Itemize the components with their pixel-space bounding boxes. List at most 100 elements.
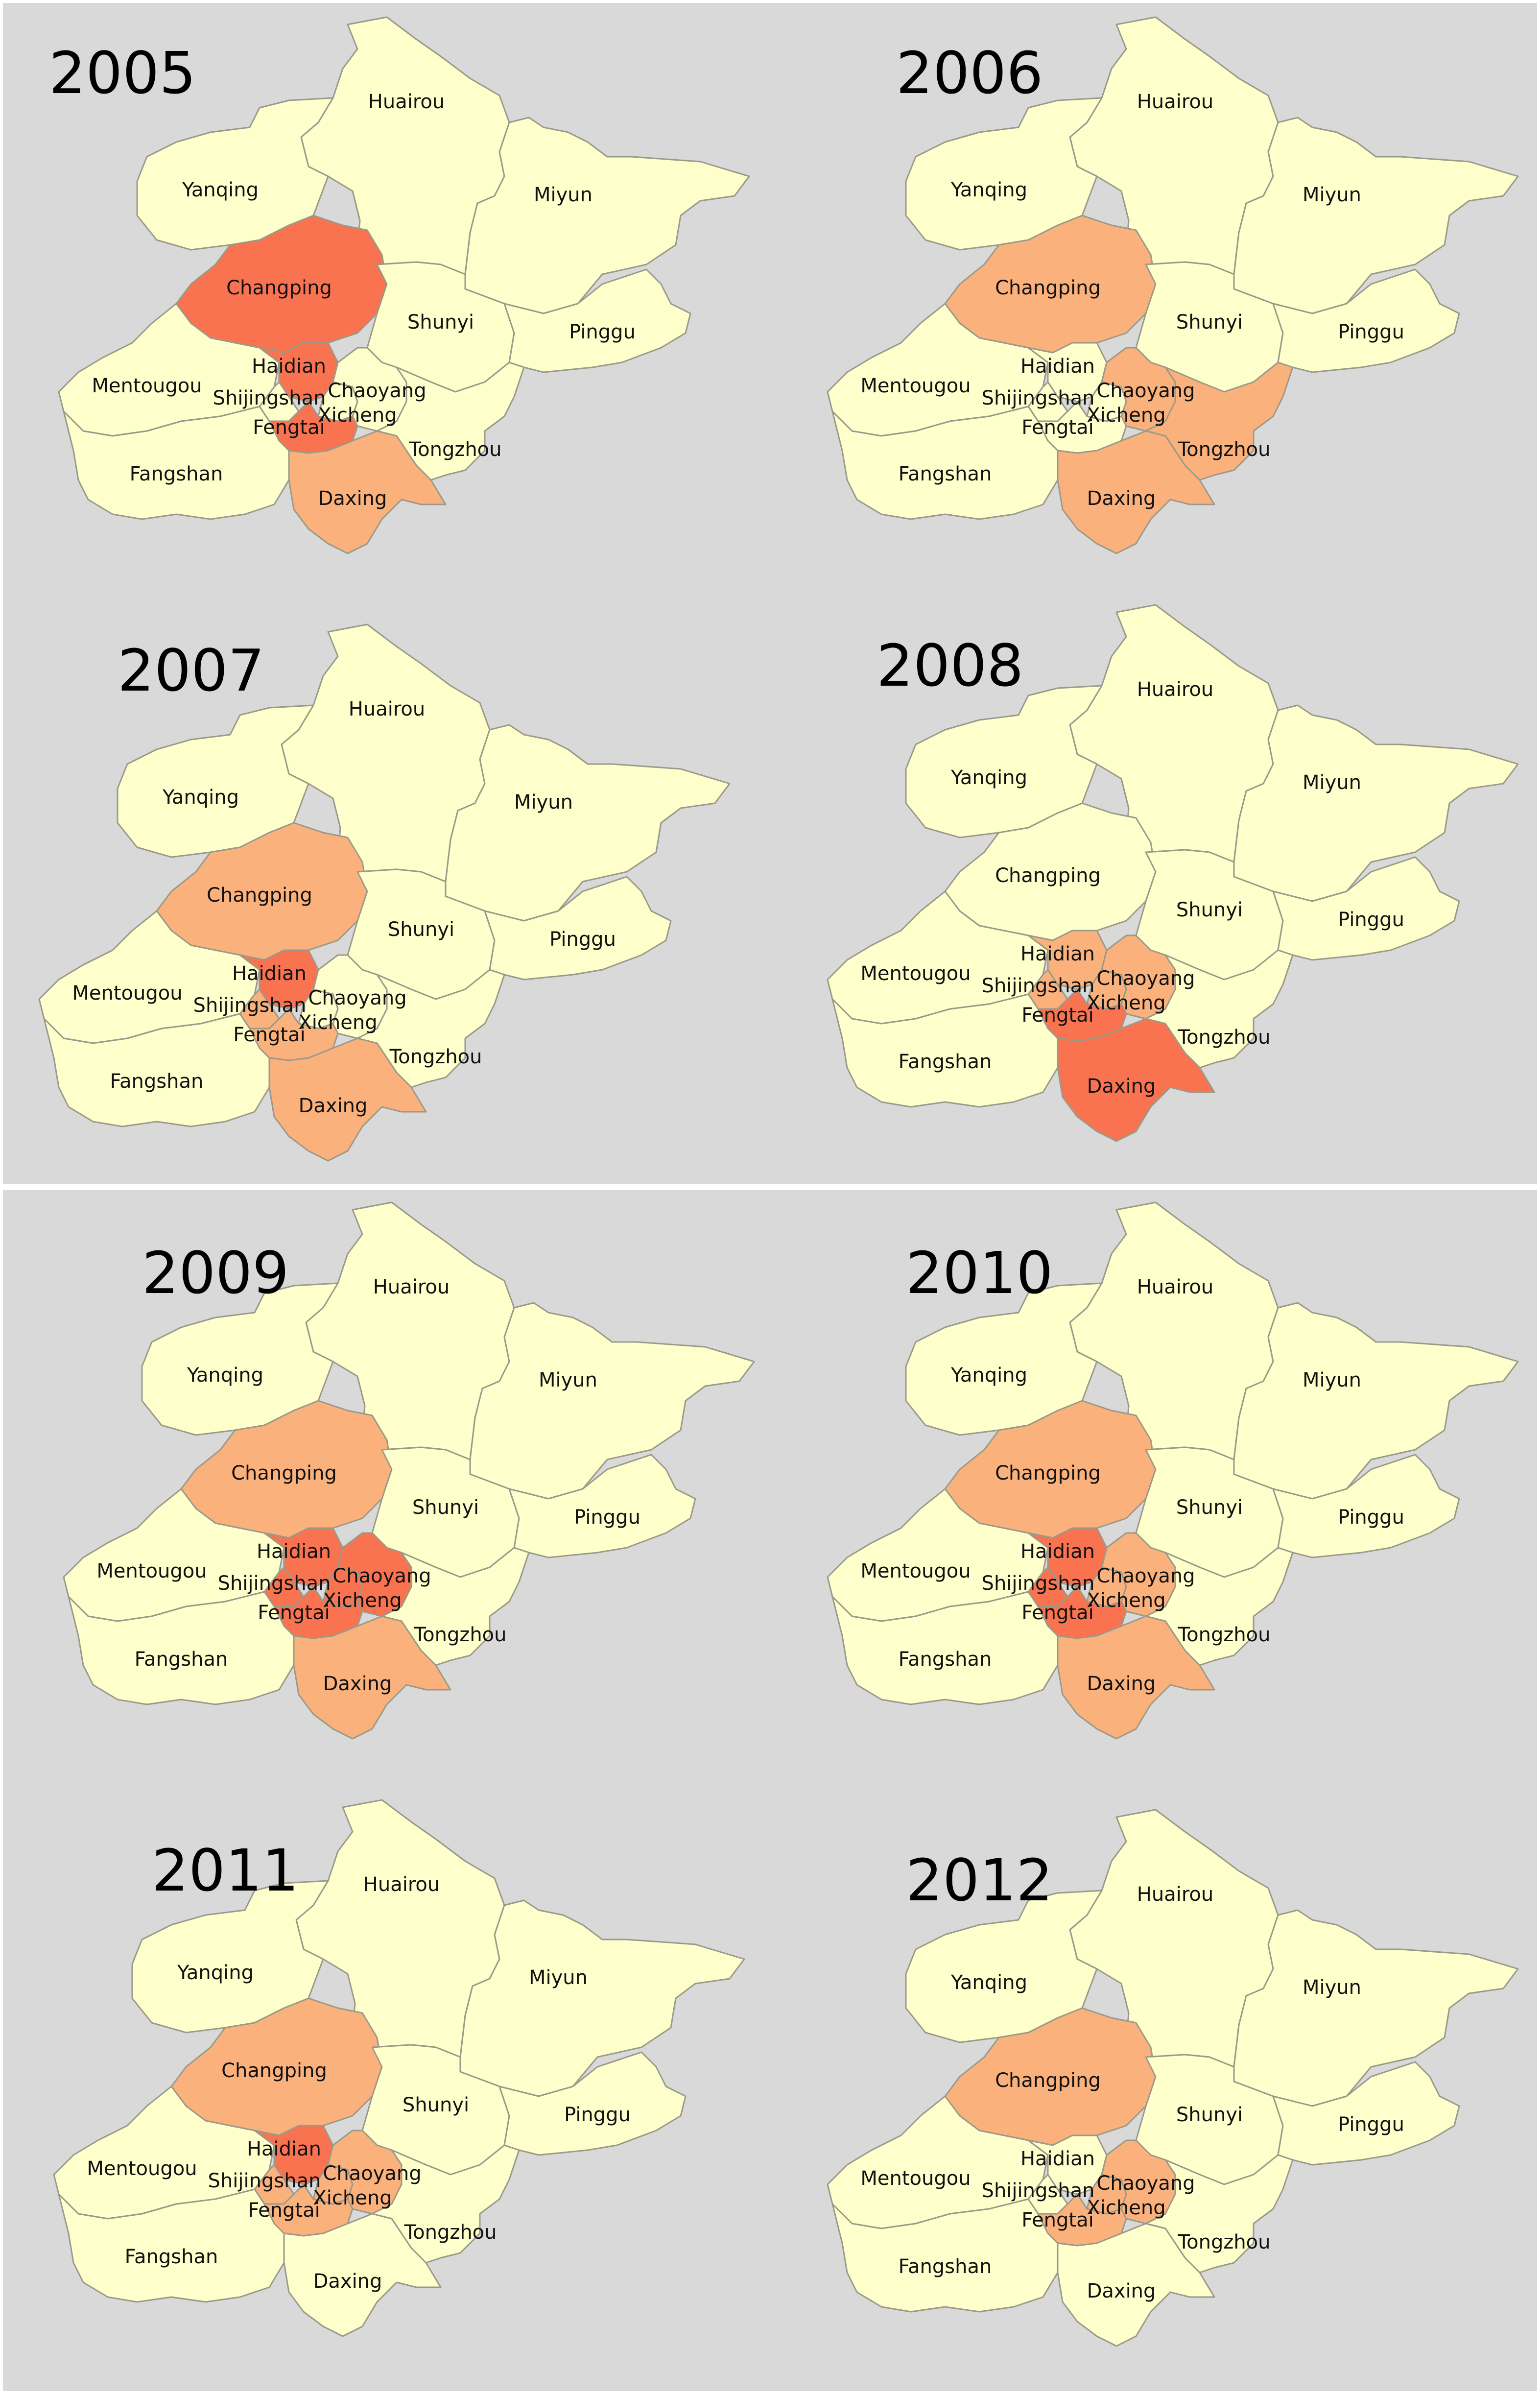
year-label: 2011 (152, 1837, 299, 1904)
district-label-fangshan: Fangshan (125, 2246, 218, 2268)
district-label-huairou: Huairou (1137, 1276, 1213, 1298)
district-label-daxing: Daxing (299, 1095, 368, 1117)
map-svg-2007: Huairou Yanqing Miyun Changping Shunyi Pinggu… (38, 623, 731, 1162)
district-label-chaoyang: Chaoyang (323, 2162, 421, 2185)
district-tongzhou (371, 2144, 520, 2264)
district-label-xicheng: Xicheng (318, 404, 397, 427)
district-label-fengtai: Fengtai (233, 1024, 305, 1046)
district-label-shunyi: Shunyi (407, 311, 474, 334)
district-label-haidian: Haidian (1020, 2148, 1095, 2170)
district-label-pinggu: Pinggu (1338, 909, 1404, 931)
district-label-tongzhou: Tongzhou (1177, 2231, 1270, 2253)
map-2007: Huairou Yanqing Miyun Changping Shunyi Pinggu… (0, 617, 739, 1195)
district-label-huairou: Huairou (373, 1276, 450, 1298)
map-svg-2010: Huairou Yanqing Miyun Changping Shunyi Pinggu… (827, 1201, 1519, 1740)
district-label-pinggu: Pinggu (564, 2104, 631, 2126)
district-label-miyun: Miyun (1303, 1976, 1361, 1999)
district-label-fengtai: Fengtai (1021, 1602, 1093, 1624)
district-label-fengtai: Fengtai (258, 1602, 330, 1624)
year-label: 2010 (906, 1239, 1053, 1307)
district-label-miyun: Miyun (539, 1369, 597, 1391)
district-label-fangshan: Fangshan (899, 2255, 992, 2278)
map-2005: Huairou Yanqing Miyun Changping Shunyi Pinggu… (15, 10, 759, 588)
district-label-haidian: Haidian (247, 2138, 321, 2160)
year-label: 2009 (142, 1239, 289, 1307)
district-label-xicheng: Xicheng (1087, 2197, 1165, 2219)
district-label-daxing: Daxing (318, 487, 387, 510)
district-tongzhou (1145, 1547, 1294, 1666)
district-label-huairou: Huairou (363, 1873, 440, 1896)
map-svg-2009: Huairou Yanqing Miyun Changping Shunyi Pinggu… (63, 1201, 755, 1740)
district-label-xicheng: Xicheng (1087, 992, 1165, 1014)
district-tongzhou (356, 969, 505, 1088)
district-label-fangshan: Fangshan (899, 463, 992, 485)
district-label-chaoyang: Chaoyang (1096, 2172, 1195, 2195)
district-label-huairou: Huairou (1137, 1883, 1213, 1906)
district-label-xicheng: Xicheng (298, 1011, 377, 1034)
district-label-shijingshan: Shijingshan (193, 994, 307, 1017)
district-label-mentougou: Mentougou (87, 2157, 197, 2180)
district-label-shijingshan: Shijingshan (982, 1572, 1095, 1595)
district-label-miyun: Miyun (1303, 184, 1361, 206)
district-label-miyun: Miyun (1303, 1369, 1361, 1391)
district-label-pinggu: Pinggu (574, 1506, 640, 1529)
district-label-fengtai: Fengtai (1021, 416, 1093, 439)
district-label-tongzhou: Tongzhou (403, 2221, 497, 2244)
district-label-shijingshan: Shijingshan (218, 1572, 331, 1595)
map-svg-2008: Huairou Yanqing Miyun Changping Shunyi Pinggu… (827, 604, 1519, 1142)
district-label-huairou: Huairou (368, 91, 445, 113)
district-label-yanqing: Yanqing (182, 179, 259, 201)
district-daxing (268, 1037, 427, 1162)
district-label-fengtai: Fengtai (1021, 2209, 1093, 2231)
district-label-yanqing: Yanqing (950, 179, 1027, 201)
district-label-shijingshan: Shijingshan (208, 2170, 321, 2192)
district-label-fangshan: Fangshan (899, 1051, 992, 1073)
district-label-xicheng: Xicheng (1087, 404, 1165, 427)
district-label-shijingshan: Shijingshan (982, 975, 1095, 997)
district-label-mentougou: Mentougou (860, 2167, 971, 2190)
district-label-haidian: Haidian (1020, 943, 1095, 965)
district-label-tongzhou: Tongzhou (389, 1046, 482, 1068)
district-label-chaoyang: Chaoyang (1096, 967, 1195, 990)
district-label-yanqing: Yanqing (950, 1971, 1027, 1994)
district-tongzhou (381, 1547, 530, 1666)
district-label-xicheng: Xicheng (1087, 1589, 1165, 1612)
panel-divider (0, 1184, 1540, 1190)
district-label-changping: Changping (995, 1462, 1101, 1485)
district-label-fengtai: Fengtai (253, 416, 325, 439)
district-label-xicheng: Xicheng (313, 2187, 392, 2209)
district-label-miyun: Miyun (1303, 771, 1361, 794)
district-label-chaoyang: Chaoyang (332, 1565, 431, 1587)
district-label-fengtai: Fengtai (248, 2199, 320, 2222)
district-label-pinggu: Pinggu (1338, 321, 1404, 343)
district-label-xicheng: Xicheng (323, 1589, 402, 1612)
district-label-yanqing: Yanqing (162, 786, 239, 809)
district-label-fangshan: Fangshan (135, 1648, 228, 1671)
district-label-shunyi: Shunyi (1176, 311, 1243, 334)
district-label-tongzhou: Tongzhou (1177, 438, 1270, 461)
district-daxing (283, 2213, 442, 2337)
district-label-shunyi: Shunyi (1176, 899, 1243, 921)
district-label-daxing: Daxing (1087, 1075, 1156, 1098)
district-label-tongzhou: Tongzhou (1177, 1624, 1270, 1646)
district-label-daxing: Daxing (323, 1673, 392, 1695)
map-2006: Huairou Yanqing Miyun Changping Shunyi Pinggu… (783, 10, 1528, 588)
district-label-shijingshan: Shijingshan (982, 387, 1095, 409)
district-tongzhou (1145, 361, 1294, 481)
district-label-changping: Changping (995, 2069, 1101, 2092)
district-label-pinggu: Pinggu (549, 928, 616, 951)
district-label-mentougou: Mentougou (860, 375, 971, 397)
district-label-haidian: Haidian (1020, 1540, 1095, 1563)
district-label-fangshan: Fangshan (899, 1648, 992, 1671)
map-2008: Huairou Yanqing Miyun Changping Shunyi Pinggu… (783, 598, 1528, 1175)
district-label-yanqing: Yanqing (187, 1364, 263, 1387)
district-label-shunyi: Shunyi (388, 918, 454, 941)
map-svg-2006: Huairou Yanqing Miyun Changping Shunyi Pinggu… (827, 16, 1519, 554)
map-svg-2005: Huairou Yanqing Miyun Changping Shunyi Pinggu… (58, 16, 750, 554)
district-label-mentougou: Mentougou (92, 375, 202, 397)
district-label-huairou: Huairou (349, 698, 425, 720)
district-label-shijingshan: Shijingshan (982, 2179, 1095, 2202)
district-label-miyun: Miyun (534, 184, 592, 206)
district-daxing (1057, 430, 1215, 554)
district-label-fangshan: Fangshan (130, 463, 223, 485)
